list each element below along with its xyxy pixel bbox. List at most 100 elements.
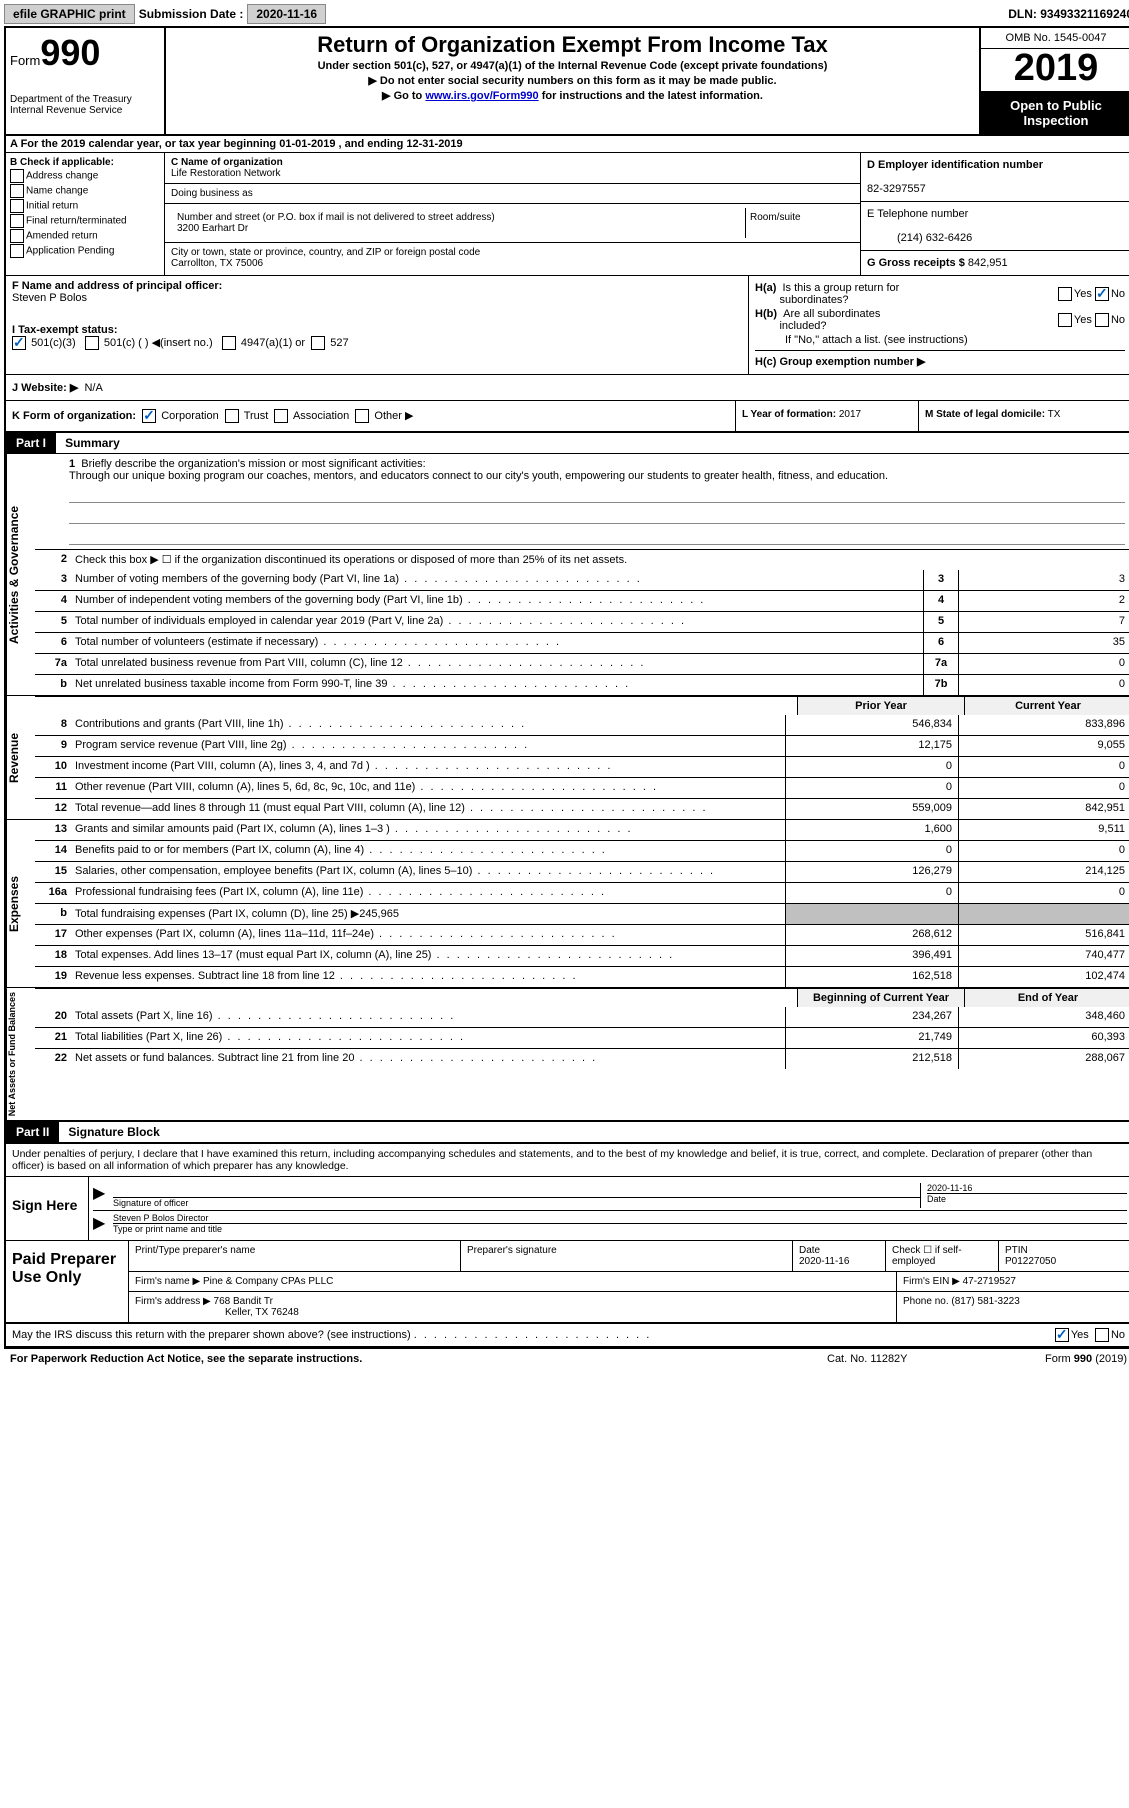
line-13: 13Grants and similar amounts paid (Part … [35,820,1129,840]
end-year-header: End of Year [964,989,1129,1007]
tax-year: 2019 [981,49,1129,92]
part2-header: Part II [6,1122,59,1142]
check-final-return[interactable]: Final return/terminated [10,214,160,228]
year-begin: 01-01-2019 [279,138,335,150]
opt-527: 527 [330,337,348,349]
omb-number: OMB No. 1545-0047 [981,28,1129,49]
row-a-mid: , and ending [339,138,407,150]
officer-name-title: Steven P Bolos Director [113,1213,208,1223]
firm-ein-cell: Firm's EIN ▶ 47-2719527 [897,1272,1129,1291]
check-label: Address change [26,171,98,182]
no-label: No [1111,288,1125,300]
line-3: 3Number of voting members of the governi… [35,570,1129,590]
line-11: 11Other revenue (Part VIII, column (A), … [35,777,1129,798]
form-header: Form990 Department of the Treasury Inter… [6,28,1129,136]
part2-title: Signature Block [62,1122,165,1142]
opt-trust: Trust [244,410,269,422]
ptin-value: P01227050 [1005,1256,1056,1267]
check-label: Final return/terminated [26,216,127,227]
checkbox-501c[interactable] [85,336,99,350]
row-a-text: A For the 2019 calendar year, or tax yea… [10,138,279,150]
hb-note: If "No," attach a list. (see instruction… [755,334,1125,346]
checkbox-icon [10,184,24,198]
check-initial-return[interactable]: Initial return [10,199,160,213]
line-12: 12Total revenue—add lines 8 through 11 (… [35,798,1129,819]
header-sub1: Under section 501(c), 527, or 4947(a)(1)… [170,60,975,72]
mission-block: 1 Briefly describe the organization's mi… [35,454,1129,549]
current-year-header: Current Year [964,697,1129,715]
checkbox-discuss-no[interactable] [1095,1328,1109,1342]
begin-year-header: Beginning of Current Year [797,989,964,1007]
checkbox-hb-yes[interactable] [1058,313,1072,327]
checkbox-other[interactable] [355,409,369,423]
line-9: 9Program service revenue (Part VIII, lin… [35,735,1129,756]
checkbox-ha-yes[interactable] [1058,287,1072,301]
mission-line [69,507,1125,524]
line-8: 8Contributions and grants (Part VIII, li… [35,715,1129,735]
firm-ein-label: Firm's EIN ▶ [903,1276,960,1287]
preparer-label: Paid Preparer Use Only [6,1241,129,1322]
city-label: City or town, state or province, country… [171,247,480,258]
ein-label: D Employer identification number [867,159,1043,171]
check-amended[interactable]: Amended return [10,229,160,243]
dba-cell: Doing business as [165,184,860,204]
checkbox-discuss-yes[interactable] [1055,1328,1069,1342]
checkbox-icon [10,229,24,243]
mission-line [69,486,1125,503]
cat-no: Cat. No. 11282Y [827,1353,977,1365]
checkbox-icon [10,169,24,183]
form-container: Form990 Department of the Treasury Inter… [4,26,1129,1349]
row-a: A For the 2019 calendar year, or tax yea… [6,136,1129,153]
form-990: 990 [40,32,100,73]
sig-label: Signature of officer [113,1197,920,1208]
city-cell: City or town, state or province, country… [165,243,860,273]
check-label: Amended return [26,231,98,242]
dln: DLN: 93493321169240 [1008,7,1129,21]
efile-button[interactable]: efile GRAPHIC print [4,4,135,24]
firm-name-label: Firm's name ▶ [135,1276,200,1287]
sign-section: Sign Here ▶ Signature of officer 2020-11… [6,1176,1129,1241]
no-label: No [1111,1329,1125,1341]
prep-date-label: Date [799,1245,820,1256]
check-name-change[interactable]: Name change [10,184,160,198]
checkbox-icon [10,244,24,258]
phone-cell: E Telephone number (214) 632-6426 [861,202,1129,251]
checkbox-corp[interactable] [142,409,156,423]
header-sub2: ▶ Do not enter social security numbers o… [170,74,975,87]
firm-phone: (817) 581-3223 [951,1296,1019,1307]
opt-corp: Corporation [161,410,218,422]
irs-link[interactable]: www.irs.gov/Form990 [425,90,538,102]
check-app-pending[interactable]: Application Pending [10,244,160,258]
part1-header-row: Part I Summary [6,433,1129,454]
checkbox-ha-no[interactable] [1095,287,1109,301]
firm-name: Pine & Company CPAs PLLC [203,1276,333,1287]
part2-header-row: Part II Signature Block [6,1120,1129,1143]
self-employed-cell: Check ☐ if self-employed [886,1241,999,1271]
signature-field[interactable]: Signature of officer [113,1183,920,1208]
col-b-label: B Check if applicable: [10,157,114,168]
form-org-label: K Form of organization: [12,410,136,422]
checkbox-hb-no[interactable] [1095,313,1109,327]
arrow-icon: ▶ [93,1213,113,1234]
checkbox-assoc[interactable] [274,409,288,423]
netassets-section: Net Assets or Fund Balances Beginning of… [6,987,1129,1120]
expenses-section: Expenses 13Grants and similar amounts pa… [6,819,1129,987]
perjury-statement: Under penalties of perjury, I declare th… [6,1143,1129,1176]
line-4: 4Number of independent voting members of… [35,590,1129,611]
opt-4947: 4947(a)(1) or [241,337,305,349]
phone-value: (214) 632-6426 [867,232,972,244]
sign-here-label: Sign Here [6,1177,89,1240]
ptin-label: PTIN [1005,1245,1028,1256]
header-left: Form990 Department of the Treasury Inter… [6,28,166,134]
check-address-change[interactable]: Address change [10,169,160,183]
checkbox-501c3[interactable] [12,336,26,350]
org-name-label: C Name of organization [171,157,283,168]
hc-label: H(c) Group exemption number ▶ [755,355,925,368]
checkbox-trust[interactable] [225,409,239,423]
checkbox-527[interactable] [311,336,325,350]
governance-section: Activities & Governance 1 Briefly descri… [6,454,1129,695]
checkbox-4947[interactable] [222,336,236,350]
mission-label: Briefly describe the organization's miss… [81,458,425,470]
yes-label: Yes [1071,1329,1089,1341]
phone-label: E Telephone number [867,208,968,220]
